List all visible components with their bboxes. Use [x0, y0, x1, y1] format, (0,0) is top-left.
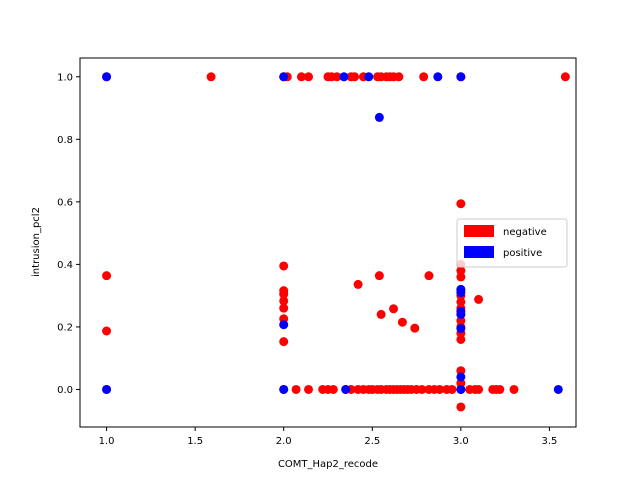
point-positive-7 [374, 112, 384, 122]
point-negative-8 [304, 72, 314, 82]
point-positive-17 [456, 384, 466, 394]
point-positive-3 [339, 72, 349, 82]
point-negative-23 [560, 72, 570, 82]
point-negative-87 [474, 384, 484, 394]
y-tick-label-1: 0.2 [57, 322, 73, 333]
point-negative-29 [279, 303, 289, 313]
point-positive-14 [279, 320, 289, 330]
point-negative-2 [102, 326, 112, 336]
legend-label-positive: positive [503, 248, 542, 259]
point-positive-0 [102, 72, 112, 82]
point-positive-18 [553, 384, 563, 394]
x-tick-label-4: 3.0 [453, 436, 469, 447]
point-negative-38 [424, 271, 434, 281]
point-negative-78 [417, 384, 427, 394]
y-tick-label-0: 0.0 [57, 385, 73, 396]
point-negative-52 [456, 378, 466, 388]
point-negative-25 [279, 261, 289, 271]
points-layer [102, 72, 570, 412]
y-tick-label-3: 0.6 [57, 197, 73, 208]
x-tick-label-5: 3.5 [541, 436, 557, 447]
point-negative-90 [495, 384, 505, 394]
point-negative-1 [102, 271, 112, 281]
point-positive-5 [433, 72, 443, 82]
legend: negative positive [456, 218, 568, 268]
x-tick-label-3: 2.5 [364, 436, 380, 447]
point-negative-27 [279, 289, 289, 299]
point-negative-57 [304, 384, 314, 394]
x-axis-label: COMT_Hap2_recode [278, 459, 378, 470]
point-negative-31 [279, 337, 289, 347]
point-negative-56 [291, 384, 301, 394]
point-negative-32 [353, 279, 363, 289]
legend-label-negative: negative [503, 227, 547, 238]
point-negative-51 [456, 366, 466, 376]
plot-frame [79, 57, 577, 428]
point-negative-54 [474, 294, 484, 304]
point-negative-7 [296, 72, 306, 82]
point-negative-36 [397, 317, 407, 327]
point-negative-40 [456, 266, 466, 276]
point-negative-60 [328, 384, 338, 394]
y-axis: 0.0 0.2 0.4 0.6 0.8 1.0 [57, 72, 80, 396]
point-positive-11 [456, 309, 466, 319]
x-axis: 1.0 1.5 2.0 2.5 3.0 3.5 [99, 427, 557, 447]
point-negative-4 [206, 72, 216, 82]
point-positive-9 [456, 288, 466, 298]
point-negative-91 [509, 384, 519, 394]
y-tick-label-2: 0.4 [57, 260, 73, 271]
point-positive-6 [456, 72, 466, 82]
point-positive-2 [279, 72, 289, 82]
point-negative-33 [374, 271, 384, 281]
point-positive-1 [102, 384, 112, 394]
point-negative-41 [456, 272, 466, 282]
point-negative-47 [456, 316, 466, 326]
point-negative-37 [410, 323, 420, 333]
point-negative-44 [456, 297, 466, 307]
point-negative-83 [447, 384, 457, 394]
point-negative-20 [394, 72, 404, 82]
point-negative-13 [350, 72, 360, 82]
legend-swatch-negative [464, 225, 494, 237]
point-positive-12 [456, 324, 466, 333]
point-positive-16 [341, 384, 351, 394]
point-negative-34 [376, 309, 386, 319]
x-tick-label-1: 1.5 [187, 436, 203, 447]
point-negative-11 [332, 72, 342, 82]
point-negative-35 [389, 304, 399, 314]
point-negative-24 [456, 199, 466, 209]
y-axis-label: intrusion_pcl2 [31, 207, 42, 277]
point-positive-13 [456, 372, 466, 382]
y-tick-label-5: 1.0 [57, 72, 73, 83]
point-negative-53 [456, 402, 466, 412]
point-negative-50 [456, 334, 466, 344]
point-positive-4 [364, 72, 374, 82]
point-negative-28 [279, 296, 289, 306]
y-tick-label-4: 0.8 [57, 135, 73, 146]
point-negative-81 [435, 384, 445, 394]
point-positive-15 [279, 384, 289, 394]
point-negative-21 [419, 72, 429, 82]
x-tick-label-0: 1.0 [99, 436, 115, 447]
legend-swatch-positive [464, 246, 494, 258]
x-tick-label-2: 2.0 [276, 436, 292, 447]
